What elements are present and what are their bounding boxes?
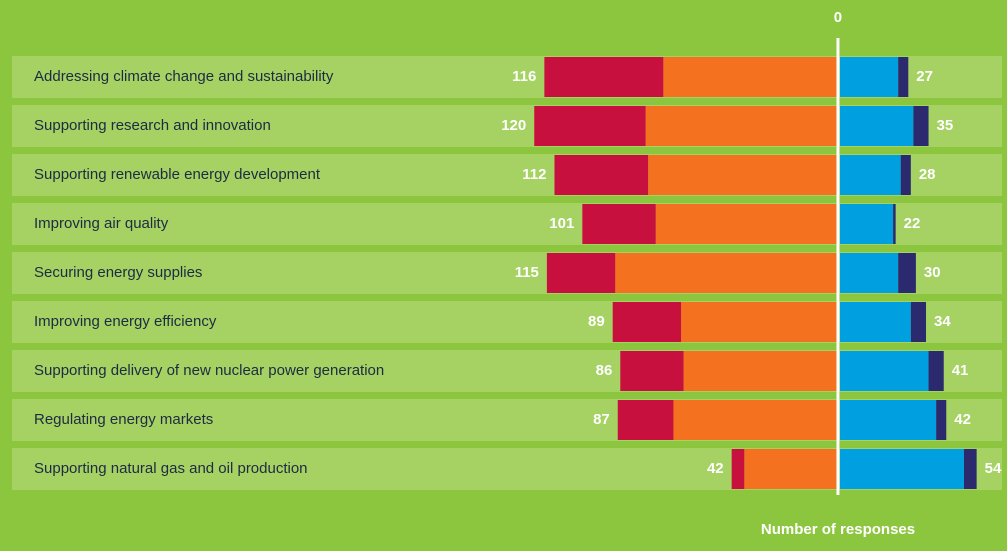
left-total-label: 116 xyxy=(512,68,536,85)
bar-segment xyxy=(839,302,911,342)
bar-segment xyxy=(655,204,838,244)
bar-segment xyxy=(612,302,682,342)
bar-segment xyxy=(913,106,929,146)
bar-segment xyxy=(839,400,937,440)
bar-segment xyxy=(648,155,838,195)
category-label: Regulating energy markets xyxy=(34,411,213,428)
bar-segment xyxy=(582,204,656,244)
category-label: Supporting delivery of new nuclear power… xyxy=(34,362,384,379)
bar-segment xyxy=(839,155,901,195)
left-total-label: 101 xyxy=(549,215,574,232)
bar-segment xyxy=(898,253,916,293)
right-total-label: 41 xyxy=(952,362,969,379)
category-label: Supporting research and innovation xyxy=(34,117,271,134)
bar-segment xyxy=(963,449,977,489)
category-label: Supporting renewable energy development xyxy=(34,166,321,183)
bar-segment xyxy=(839,253,899,293)
right-total-label: 42 xyxy=(954,411,971,428)
left-total-label: 42 xyxy=(707,460,724,477)
right-total-label: 54 xyxy=(985,460,1002,477)
x-axis-label: Number of responses xyxy=(761,521,915,538)
right-total-label: 28 xyxy=(919,166,936,183)
bar-segment xyxy=(744,449,838,489)
bar-segment xyxy=(617,400,674,440)
bar-segment xyxy=(898,57,909,97)
left-total-label: 87 xyxy=(593,411,610,428)
bar-segment xyxy=(839,449,964,489)
bar-segment xyxy=(731,449,745,489)
category-label: Addressing climate change and sustainabi… xyxy=(34,68,334,85)
bar-segment xyxy=(839,106,914,146)
category-label: Improving air quality xyxy=(34,215,169,232)
left-total-label: 86 xyxy=(596,362,613,379)
bar-segment xyxy=(910,302,927,342)
right-total-label: 30 xyxy=(924,264,941,281)
bar-segment xyxy=(839,204,894,244)
bar-segment xyxy=(663,57,838,97)
right-total-label: 34 xyxy=(934,313,951,330)
bar-segment xyxy=(673,400,838,440)
left-total-label: 89 xyxy=(588,313,605,330)
bar-segment xyxy=(893,204,896,244)
left-total-label: 115 xyxy=(515,264,539,281)
right-total-label: 35 xyxy=(937,117,954,134)
bar-segment xyxy=(928,351,944,391)
left-total-label: 112 xyxy=(522,166,546,183)
bar-segment xyxy=(936,400,947,440)
bar-segment xyxy=(554,155,649,195)
bar-segment xyxy=(620,351,684,391)
category-label: Securing energy supplies xyxy=(34,264,202,281)
bar-segment xyxy=(681,302,838,342)
right-total-label: 22 xyxy=(904,215,921,232)
bar-segment xyxy=(839,57,899,97)
category-label: Supporting natural gas and oil productio… xyxy=(34,460,308,477)
bar-segment xyxy=(546,253,616,293)
right-total-label: 27 xyxy=(916,68,933,85)
bar-segment xyxy=(900,155,911,195)
bar-segment xyxy=(839,351,929,391)
bar-segment xyxy=(615,253,838,293)
bar-segment xyxy=(683,351,838,391)
left-total-label: 120 xyxy=(501,117,526,134)
bar-segment xyxy=(534,106,646,146)
x-tick-label: 0 xyxy=(834,9,842,26)
category-label: Improving energy efficiency xyxy=(34,313,217,330)
bar-segment xyxy=(645,106,838,146)
bar-segment xyxy=(544,57,664,97)
